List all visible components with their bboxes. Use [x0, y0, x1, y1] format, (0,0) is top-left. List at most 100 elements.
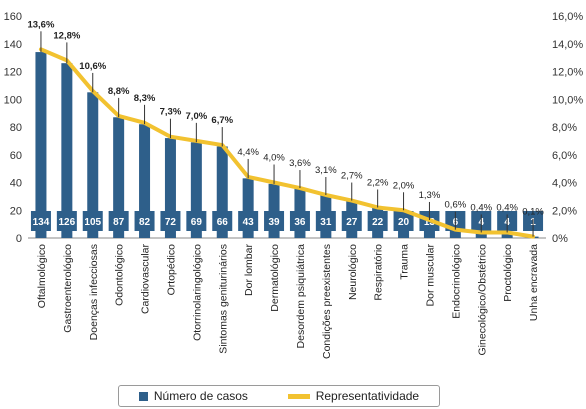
bar-count-label: 27	[346, 217, 358, 228]
count-box	[82, 211, 103, 231]
bar-count-label: 31	[320, 217, 332, 228]
x-category-label: Respiratório	[373, 244, 385, 301]
chart-legend: Número de casos Representatividade	[118, 385, 440, 407]
bar-count-label: 72	[165, 217, 177, 228]
legend-item-representativeness: Representatividade	[287, 389, 420, 403]
percent-label: 0,4%	[496, 202, 518, 213]
x-category-label: Ortopédico	[165, 244, 177, 296]
count-box	[393, 211, 414, 231]
bar-count-label: 126	[59, 217, 76, 228]
bar-cases	[190, 142, 202, 238]
x-category-label: Proctológico	[502, 244, 514, 302]
x-category-label: Unha encravada	[528, 244, 540, 321]
bar-count-label: 134	[33, 217, 50, 228]
percent-label: 2,0%	[393, 180, 415, 191]
percent-label: 6,7%	[211, 115, 233, 126]
bar-cases	[449, 229, 461, 238]
legend-label-cases: Número de casos	[153, 389, 248, 403]
legend-swatch-representativeness	[287, 393, 310, 399]
y-left-tick-label: 80	[10, 122, 22, 134]
bar-count-label: 43	[243, 217, 255, 228]
percent-label: 8,3%	[134, 93, 156, 104]
y-left-tick-label: 60	[10, 150, 22, 162]
y-right-tick-label: 10,0%	[552, 94, 583, 106]
x-category-label: Trauma	[399, 244, 411, 280]
count-box	[212, 211, 233, 231]
x-category-label: Odontológico	[114, 244, 126, 306]
y-left-tick-label: 120	[4, 67, 22, 79]
x-category-label: Otorrinolaringológico	[191, 244, 203, 341]
x-category-label: Dor lombar	[243, 244, 255, 296]
count-box	[56, 211, 77, 231]
bar-count-label: 66	[217, 217, 229, 228]
percent-label: 4,4%	[237, 147, 259, 158]
x-category-label: Endocrinológico	[450, 244, 462, 319]
y-right-tick-label: 14,0%	[552, 39, 583, 51]
y-left-tick-label: 0	[16, 233, 22, 245]
bar-cases	[87, 92, 99, 238]
x-category-label: Neurológico	[347, 244, 359, 300]
bar-count-label: 20	[398, 217, 410, 228]
count-box	[289, 211, 310, 231]
x-category-label: Sintomas geniturinários	[217, 244, 229, 354]
percent-label: 12,8%	[53, 30, 80, 41]
count-box	[264, 211, 285, 231]
bar-count-label: 105	[84, 217, 101, 228]
count-box	[315, 211, 336, 231]
y-left-tick-label: 100	[4, 94, 22, 106]
y-right-tick-label: 6,0%	[552, 150, 577, 162]
x-category-label: Doenças infecciosas	[88, 244, 100, 340]
percent-label: 0,1%	[522, 207, 544, 218]
percent-label: 3,1%	[315, 165, 337, 176]
x-category-label: Desordem psiquiátrica	[295, 244, 307, 349]
bar-count-label: 87	[113, 217, 125, 228]
bar-cases	[501, 232, 513, 238]
percent-label: 8,8%	[108, 86, 130, 97]
x-category-label: Dermatológico	[269, 244, 281, 312]
y-right-tick-label: 16,0%	[552, 11, 583, 23]
count-box	[134, 211, 155, 231]
bar-cases	[216, 146, 228, 238]
y-left-tick-label: 160	[4, 11, 22, 23]
y-right-tick-label: 4,0%	[552, 178, 577, 190]
bar-count-label: 22	[372, 217, 384, 228]
y-right-tick-label: 0%	[552, 233, 568, 245]
bar-count-label: 39	[268, 217, 280, 228]
legend-swatch-cases	[138, 391, 148, 401]
bar-count-label: 13	[424, 217, 436, 228]
bar-count-label: 82	[139, 217, 151, 228]
x-category-label: Ginecológico/Obstétrico	[476, 244, 488, 356]
percent-label: 7,0%	[186, 111, 208, 122]
bar-cases	[268, 183, 280, 238]
legend-item-cases: Número de casos	[138, 389, 248, 403]
percent-label: 0,6%	[445, 200, 467, 211]
y-left-tick-label: 20	[10, 205, 22, 217]
count-box	[186, 211, 207, 231]
bar-cases	[475, 232, 487, 238]
bar-cases	[61, 63, 73, 238]
percent-label: 2,7%	[341, 171, 363, 182]
count-box	[30, 211, 51, 231]
y-right-tick-label: 12,0%	[552, 67, 583, 79]
pareto-chart: 0 20 40 60 80 100 120 140 160 0% 2,0% 4,0% 6,0% 8,0% 1…	[4, 11, 584, 359]
percent-label: 13,6%	[27, 19, 54, 30]
count-box	[238, 211, 259, 231]
x-category-label: Oftalmológico	[36, 244, 48, 308]
bar-cases	[139, 124, 151, 238]
x-category-label: Gastroenterológico	[62, 244, 74, 333]
y-left-tick-label: 140	[4, 39, 22, 51]
x-category-label: Condições preexistentes	[321, 244, 333, 359]
percent-label: 1,3%	[419, 190, 441, 201]
bar-cases	[242, 178, 254, 238]
x-category-label: Cardiovascular	[140, 243, 152, 314]
count-box	[108, 211, 129, 231]
x-category-label: Dor muscular	[424, 244, 436, 307]
count-box	[341, 211, 362, 231]
legend-label-representativeness: Representatividade	[315, 389, 420, 403]
percent-label: 2,2%	[367, 177, 389, 188]
percent-label: 0,4%	[470, 202, 492, 213]
y-left-tick-label: 40	[10, 178, 22, 190]
percent-label: 3,6%	[289, 158, 311, 169]
bar-cases	[35, 52, 47, 239]
bar-cases	[164, 138, 176, 238]
